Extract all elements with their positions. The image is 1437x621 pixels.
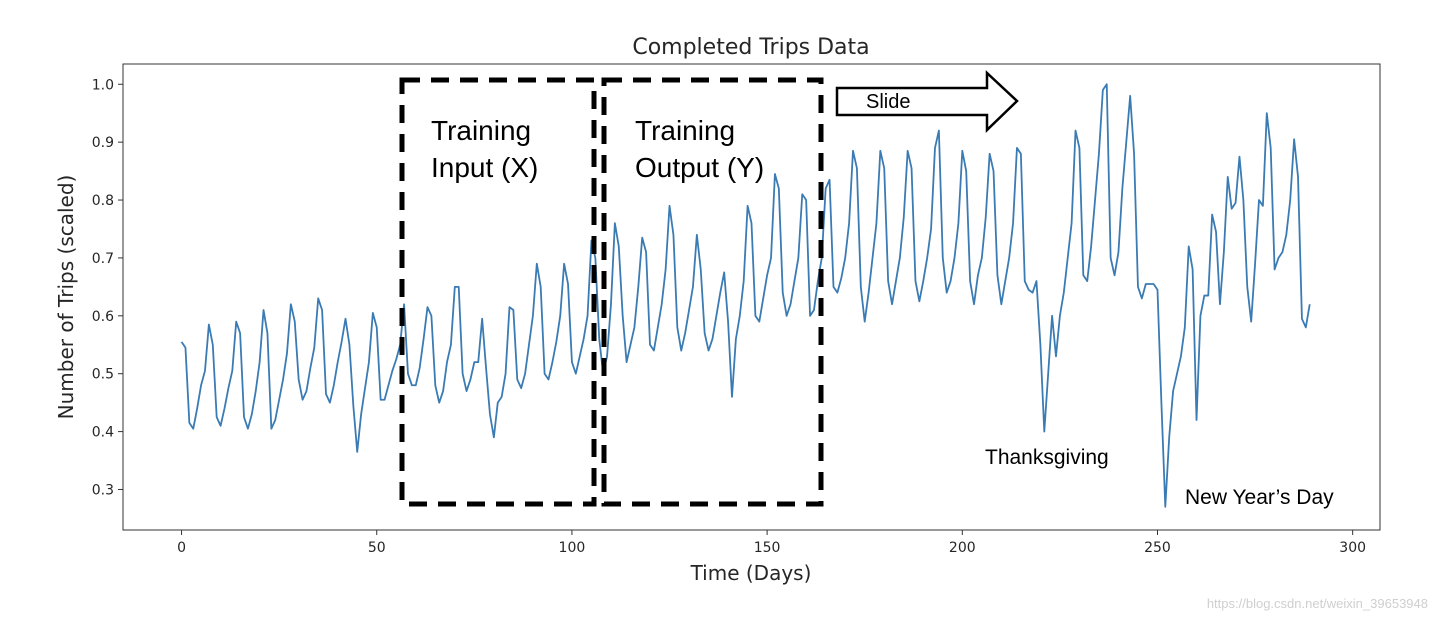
y-tick-label: 0.6 <box>92 309 114 325</box>
y-axis-label: Number of Trips (scaled) <box>54 175 78 420</box>
series-layer <box>180 83 1311 508</box>
x-tick-label: 0 <box>177 540 186 556</box>
x-axis: 0 50 100 150 200 250 300 <box>177 530 1366 556</box>
y-tick-label: 0.9 <box>92 135 114 151</box>
plot-frame <box>122 63 1381 531</box>
x-tick-label: 300 <box>1339 540 1366 556</box>
x-tick-label: 250 <box>1144 540 1171 556</box>
x-tick-label: 50 <box>368 540 386 556</box>
chart-title: Completed Trips Data <box>632 35 869 60</box>
x-tick-label: 100 <box>559 540 586 556</box>
y-tick-label: 0.8 <box>92 193 114 209</box>
training-output-label: Training Output (Y) <box>635 115 764 183</box>
watermark: https://blog.csdn.net/weixin_39653948 <box>1207 596 1428 611</box>
y-tick-label: 0.3 <box>92 482 114 498</box>
y-tick-label: 1.0 <box>92 77 114 93</box>
x-axis-label: Time (Days) <box>690 561 812 585</box>
new-years-annotation: New Year’s Day <box>1185 486 1334 509</box>
thanksgiving-annotation: Thanksgiving <box>985 446 1109 469</box>
slide-arrow <box>835 70 1019 133</box>
training-input-window <box>399 77 597 507</box>
training-input-label: Training Input (X) <box>431 115 539 183</box>
slide-label: Slide <box>866 91 910 113</box>
y-tick-label: 0.7 <box>92 251 114 267</box>
y-tick-label: 0.4 <box>92 425 114 441</box>
series-line <box>180 83 1311 508</box>
y-tick-label: 0.5 <box>92 367 114 383</box>
y-axis: 0.3 0.4 0.5 0.6 0.7 0.8 0.9 1.0 <box>92 77 123 498</box>
x-tick-label: 200 <box>949 540 976 556</box>
x-tick-label: 150 <box>754 540 781 556</box>
